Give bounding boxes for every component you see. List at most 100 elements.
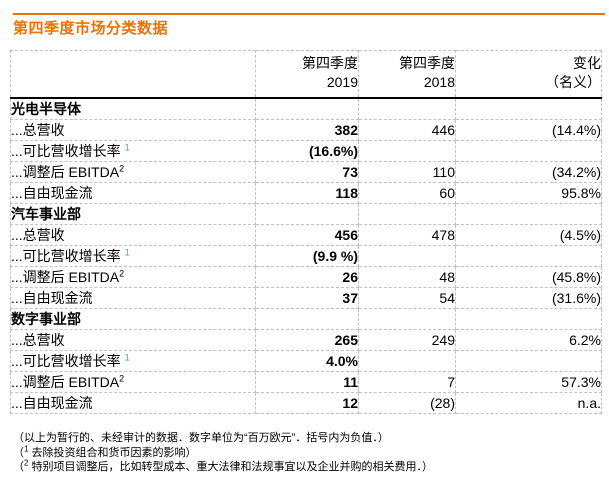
row-label-text: ...自由现金流 xyxy=(11,185,93,201)
cell-q4_2019: (9.9 %) xyxy=(255,245,359,267)
row-label-cell: ...可比营收增长率 1 xyxy=(10,245,256,267)
footnote-text: （以上为暂行的、未经审计的数据．数字单位为“百万欧元”．括号内为负值．） xyxy=(13,432,389,444)
empty-cell xyxy=(255,97,359,120)
cell-q4_2018 xyxy=(358,140,456,162)
cell-q4_2018: (28) xyxy=(358,392,456,414)
table-row: ...总营收 265 249 6.2% xyxy=(10,329,602,351)
row-label-cell: ...可比营收增长率 1 xyxy=(10,140,256,162)
cell-q4_2018: 54 xyxy=(358,287,456,309)
row-label-text: ...自由现金流 xyxy=(11,395,93,411)
footnote-ref: 2 xyxy=(119,268,125,279)
header-q4-2019: 第四季度 2019 xyxy=(255,50,359,99)
empty-cell xyxy=(255,203,359,225)
cell-q4_2018: 249 xyxy=(358,329,456,351)
cell-q4_2018: 7 xyxy=(358,371,456,393)
row-label-cell: ...总营收 xyxy=(10,329,256,351)
cell-q4_2019: 26 xyxy=(255,266,359,288)
footnote-marker: 1 xyxy=(24,443,29,453)
page-title: 第四季度市场分类数据 xyxy=(13,20,169,37)
header-q4-2018-line1: 第四季度 xyxy=(399,55,455,71)
cell-q4_2019: 11 xyxy=(255,371,359,393)
cell-q4_2018: 48 xyxy=(358,266,456,288)
empty-cell xyxy=(358,203,456,225)
row-label-cell: ...调整后 EBITDA2 xyxy=(10,161,256,183)
table-row: ...总营收 456 478 (4.5%) xyxy=(10,224,602,246)
cell-q4_2019: 73 xyxy=(255,161,359,183)
row-label-text: ...调整后 EBITDA xyxy=(11,269,120,285)
table-row: ...可比营收增长率 1 (9.9 %) xyxy=(10,245,602,267)
cell-change: 95.8% xyxy=(455,182,602,204)
cell-change xyxy=(455,245,602,267)
cell-q4_2019: 118 xyxy=(255,182,359,204)
empty-cell xyxy=(358,308,456,330)
empty-cell xyxy=(455,308,602,330)
row-label-cell: ...可比营收增长率 1 xyxy=(10,350,256,372)
section-header-row: 光电半导体 xyxy=(10,97,602,120)
cell-change: (34.2%) xyxy=(455,161,602,183)
row-label-text: ...总营收 xyxy=(11,122,65,138)
cell-change: (14.4%) xyxy=(455,119,602,141)
section-name: 汽车事业部 xyxy=(10,203,256,225)
row-label-cell: ...调整后 EBITDA2 xyxy=(10,371,256,393)
empty-cell xyxy=(358,97,456,120)
table-row: ...自由现金流 12 (28) n.a. xyxy=(10,392,602,414)
cell-q4_2018: 60 xyxy=(358,182,456,204)
cell-q4_2018 xyxy=(358,350,456,372)
cell-q4_2019: 37 xyxy=(255,287,359,309)
table-row: ...调整后 EBITDA2 26 48 (45.8%) xyxy=(10,266,602,288)
section-header-row: 汽车事业部 xyxy=(10,203,602,225)
footnote-text: （ xyxy=(13,461,24,473)
footnote-ref: 1 xyxy=(124,352,130,363)
cell-q4_2018 xyxy=(358,245,456,267)
cell-q4_2018: 446 xyxy=(358,119,456,141)
cell-q4_2019: 265 xyxy=(255,329,359,351)
header-q4-2019-line1: 第四季度 xyxy=(302,55,358,71)
row-label-text: ...可比营收增长率 xyxy=(11,248,125,264)
row-label-text: ...总营收 xyxy=(11,227,65,243)
section-name: 数字事业部 xyxy=(10,308,256,330)
table-row: ...可比营收增长率 1 4.0% xyxy=(10,350,602,372)
accent-rule xyxy=(13,13,605,15)
footnote-line: （2 特别项目调整后，比如转型成本、重大法律和法规事宜以及企业并购的相关费用．） xyxy=(13,458,434,475)
cell-q4_2019: (16.6%) xyxy=(255,140,359,162)
row-label-text: ...总营收 xyxy=(11,332,65,348)
table-row: ...可比营收增长率 1 (16.6%) xyxy=(10,140,602,162)
row-label-text: ...可比营收增长率 xyxy=(11,353,125,369)
segment-data-table: 第四季度 2019 第四季度 2018 变化 （名义） 光电半导体 ...总营收 3… xyxy=(10,50,602,414)
row-label-cell: ...总营收 xyxy=(10,119,256,141)
row-label-cell: ...自由现金流 xyxy=(10,182,256,204)
section-name: 光电半导体 xyxy=(10,97,256,120)
footnote-ref: 1 xyxy=(124,247,130,258)
row-label-cell: ...自由现金流 xyxy=(10,287,256,309)
footnote-ref: 2 xyxy=(119,163,125,174)
table-row: ...自由现金流 118 60 95.8% xyxy=(10,182,602,204)
cell-change: (4.5%) xyxy=(455,224,602,246)
cell-change: 6.2% xyxy=(455,329,602,351)
cell-q4_2019: 456 xyxy=(255,224,359,246)
row-label-text: ...调整后 EBITDA xyxy=(11,164,120,180)
cell-q4_2019: 382 xyxy=(255,119,359,141)
footnote-text: 去除投资组合和货币因素的影响） xyxy=(28,446,197,459)
cell-change: (31.6%) xyxy=(455,287,602,309)
cell-q4_2019: 4.0% xyxy=(255,350,359,372)
cell-change xyxy=(455,140,602,162)
cell-change xyxy=(455,350,602,372)
table-row: ...总营收 382 446 (14.4%) xyxy=(10,119,602,141)
row-label-text: ...自由现金流 xyxy=(11,290,93,306)
footnotes: （以上为暂行的、未经审计的数据．数字单位为“百万欧元”．括号内为负值．） （1 去… xyxy=(13,431,433,475)
header-q4-2018-line2: 2018 xyxy=(423,74,455,90)
cell-q4_2018: 478 xyxy=(358,224,456,246)
footnote-marker: 2 xyxy=(24,458,29,468)
empty-cell xyxy=(455,97,602,120)
cell-q4_2018: 110 xyxy=(358,161,456,183)
empty-cell xyxy=(255,308,359,330)
row-label-cell: ...总营收 xyxy=(10,224,256,246)
header-q4-2018: 第四季度 2018 xyxy=(358,50,456,99)
cell-q4_2019: 12 xyxy=(255,392,359,414)
footnote-line: （1 去除投资组合和货币因素的影响） xyxy=(13,443,433,461)
footnote-ref: 1 xyxy=(124,142,130,153)
row-label-text: ...可比营收增长率 xyxy=(11,143,125,159)
header-empty-cell xyxy=(10,50,256,99)
footnote-text: 特别项目调整后，比如转型成本、重大法律和法规事宜以及企业并购的相关费用．） xyxy=(28,461,434,473)
header-change-line2: （名义） xyxy=(545,74,601,90)
